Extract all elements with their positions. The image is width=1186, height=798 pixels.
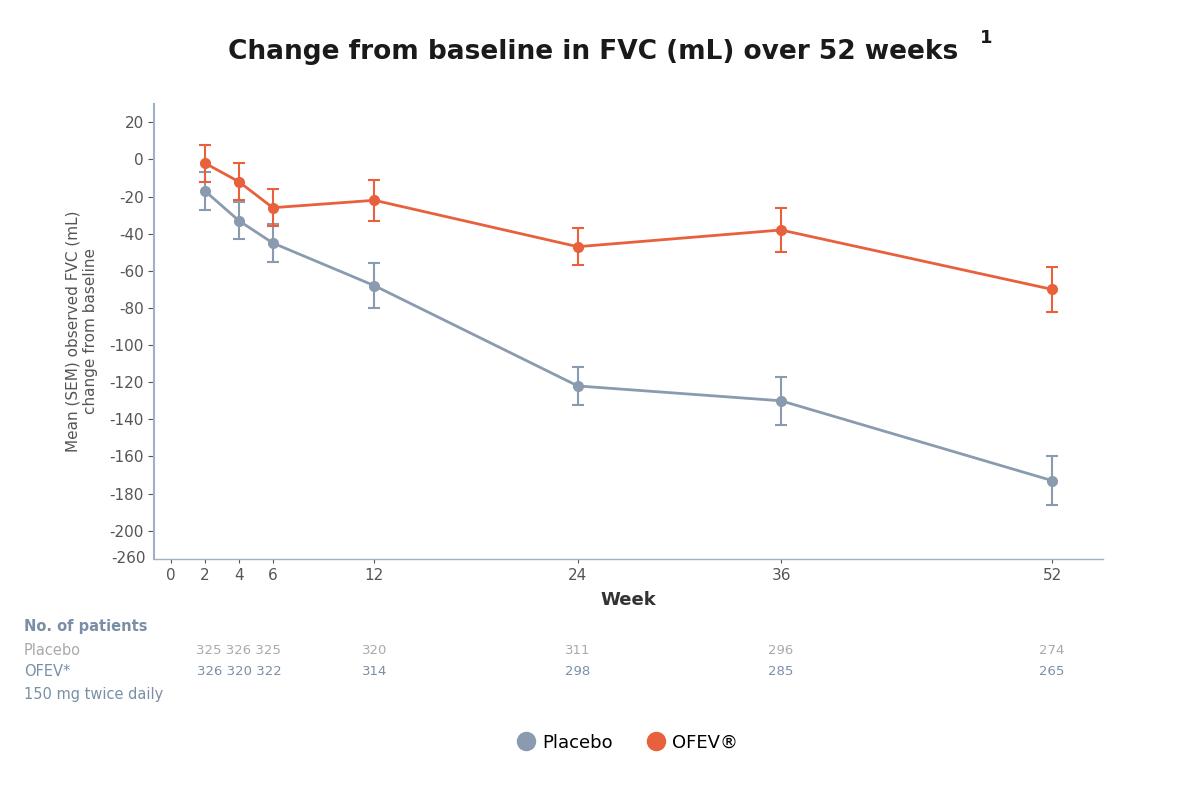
- Text: 1: 1: [980, 30, 993, 47]
- Y-axis label: Mean (SEM) observed FVC (mL)
change from baseline: Mean (SEM) observed FVC (mL) change from…: [65, 211, 98, 452]
- Text: Placebo: Placebo: [24, 643, 81, 658]
- Text: 265: 265: [1039, 666, 1065, 678]
- Text: 285: 285: [769, 666, 793, 678]
- Legend: Placebo, OFEV®: Placebo, OFEV®: [511, 726, 746, 759]
- Text: 150 mg twice daily: 150 mg twice daily: [24, 687, 162, 701]
- Text: 326 320 322: 326 320 322: [197, 666, 281, 678]
- Text: 325 326 325: 325 326 325: [197, 644, 281, 657]
- Text: Change from baseline in FVC (mL) over 52 weeks: Change from baseline in FVC (mL) over 52…: [228, 39, 958, 65]
- Text: 274: 274: [1039, 644, 1065, 657]
- Text: No. of patients: No. of patients: [24, 619, 147, 634]
- Text: 296: 296: [769, 644, 793, 657]
- Text: OFEV*: OFEV*: [24, 665, 70, 679]
- Text: -260: -260: [111, 551, 146, 566]
- Text: 320: 320: [362, 644, 387, 657]
- Text: 311: 311: [565, 644, 591, 657]
- Text: 314: 314: [362, 666, 387, 678]
- Text: 298: 298: [565, 666, 591, 678]
- X-axis label: Week: Week: [600, 591, 657, 609]
